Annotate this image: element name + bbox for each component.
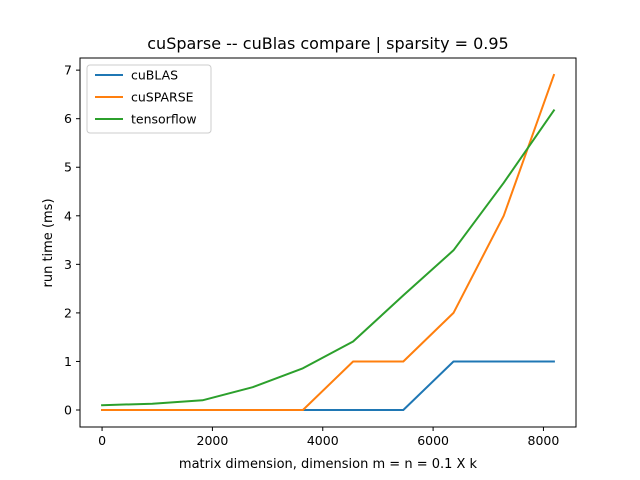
chart-title: cuSparse -- cuBlas compare | sparsity = … [147, 34, 508, 53]
legend-label-cuBLAS: cuBLAS [131, 68, 178, 83]
y-tick-label: 2 [64, 305, 72, 320]
y-tick-label: 1 [64, 354, 72, 369]
x-tick-label: 8000 [528, 433, 560, 448]
y-tick-label: 5 [64, 160, 72, 175]
plot-area: 0 2000 4000 6000 8000 0 1 2 3 4 5 6 7 [64, 57, 577, 448]
y-tick-label: 6 [64, 111, 72, 126]
series-line-cuSPARSE [101, 73, 556, 411]
x-tick-label: 6000 [417, 433, 449, 448]
x-tick-label: 0 [98, 433, 106, 448]
legend-box [86, 64, 212, 134]
x-tick-label: 4000 [307, 433, 339, 448]
legend-label-tensorflow: tensorflow [131, 112, 197, 127]
legend-label-cuSPARSE: cuSPARSE [131, 90, 194, 105]
y-tick-label: 0 [64, 403, 72, 418]
x-tick-label: 2000 [197, 433, 229, 448]
y-tick-label: 7 [64, 63, 72, 78]
legend: cuBLAS cuSPARSE tensorflow [86, 64, 212, 134]
y-axis-label: run time (ms) [41, 198, 56, 287]
x-axis-label: matrix dimension, dimension m = n = 0.1 … [179, 457, 478, 472]
axes-frame [79, 57, 577, 428]
series-line-tensorflow [101, 109, 556, 407]
y-tick-label: 3 [64, 257, 72, 272]
y-tick-label: 4 [64, 208, 72, 223]
